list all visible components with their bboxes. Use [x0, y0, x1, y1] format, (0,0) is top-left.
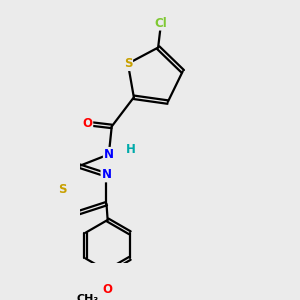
- Text: Cl: Cl: [155, 16, 167, 30]
- Text: O: O: [82, 117, 92, 130]
- Text: O: O: [103, 283, 112, 296]
- Text: N: N: [101, 168, 112, 182]
- Text: S: S: [58, 183, 67, 196]
- Text: H: H: [126, 143, 136, 156]
- Text: S: S: [124, 57, 132, 70]
- Text: CH₃: CH₃: [76, 293, 98, 300]
- Text: N: N: [104, 148, 114, 161]
